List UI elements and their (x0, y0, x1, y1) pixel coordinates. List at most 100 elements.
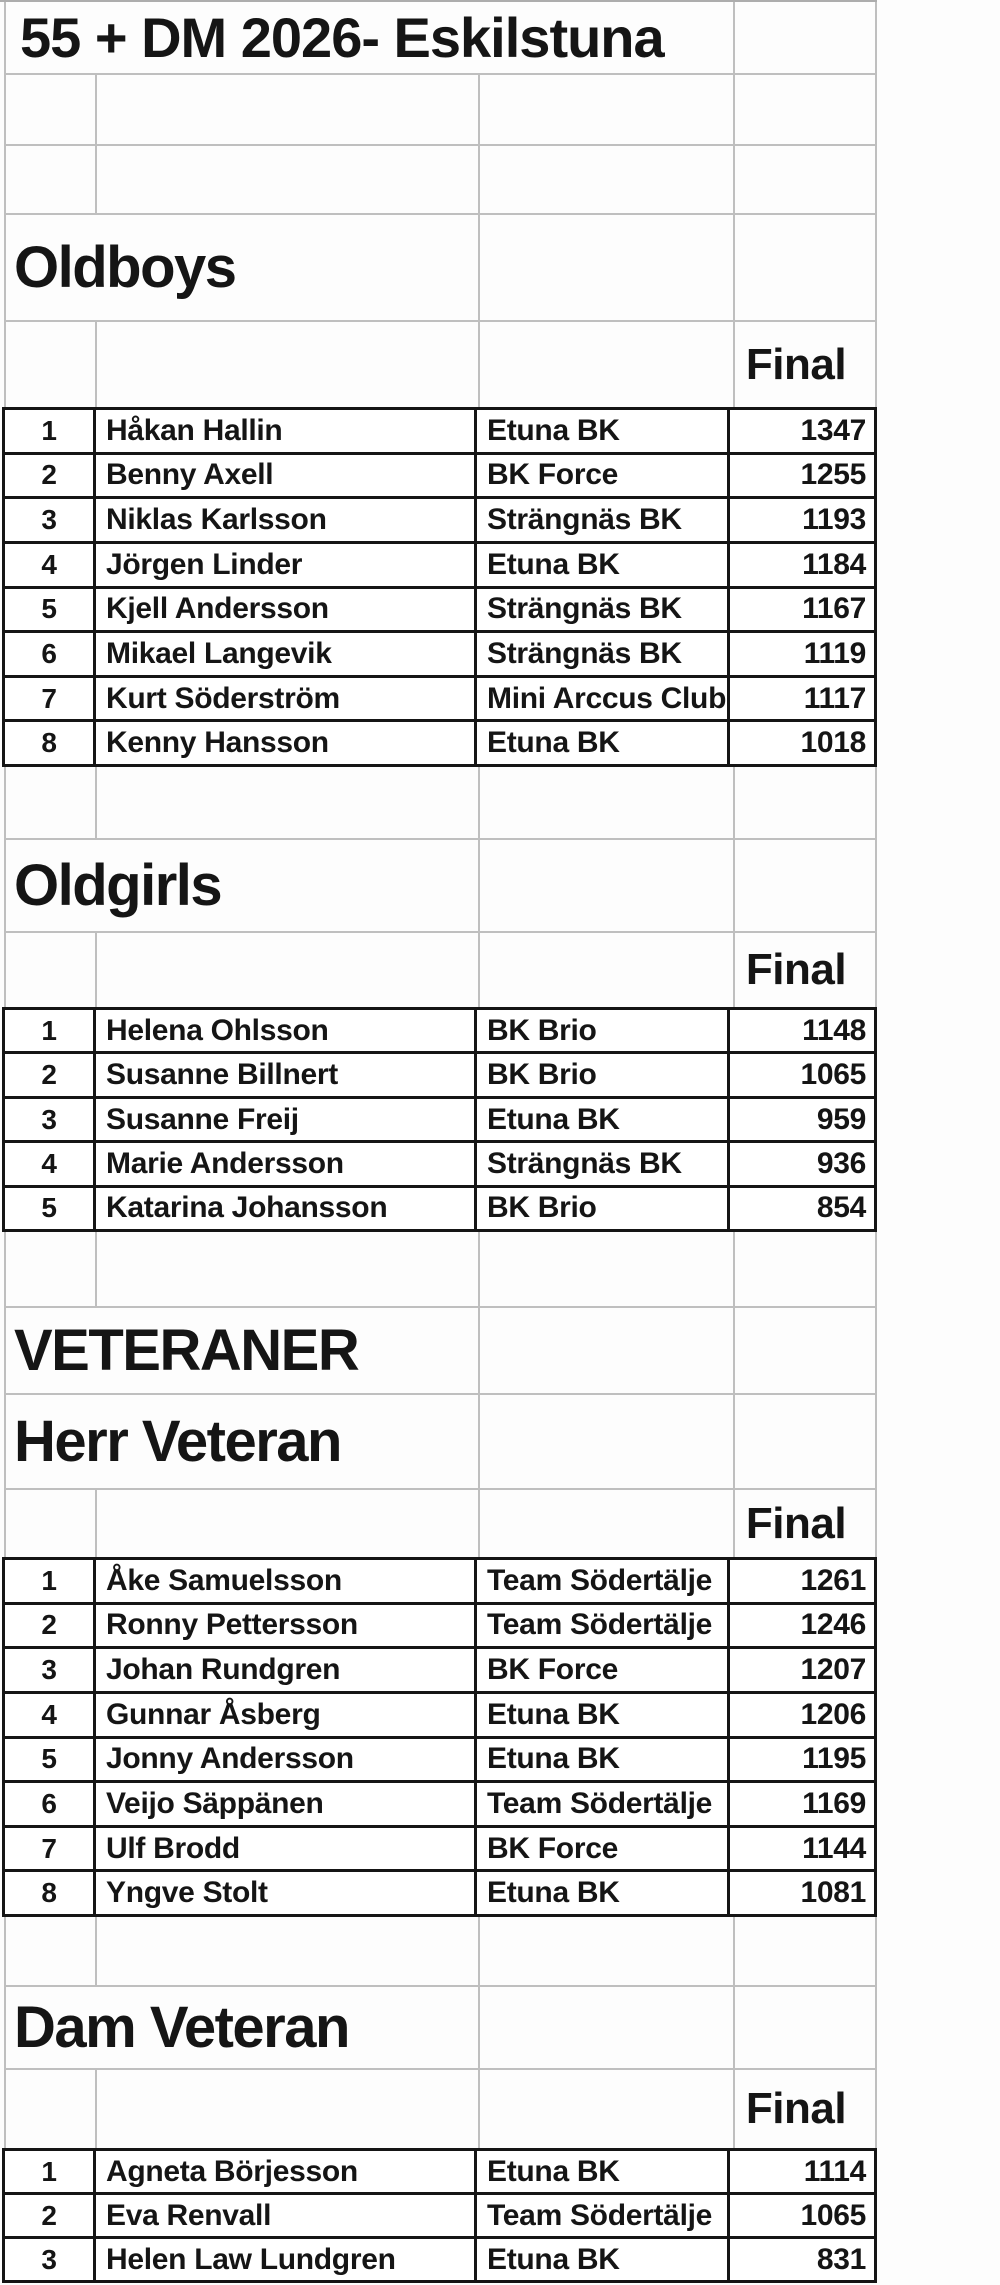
score-cell: 854 (816, 1191, 866, 1225)
empty-cell (4, 1232, 97, 1306)
page-title: 55 + DM 2026- Eskilstuna (4, 2, 735, 73)
table-row: 4 Jörgen Linder Etuna BK 1184 (5, 540, 874, 586)
name-cell: Marie Andersson (96, 1143, 477, 1185)
name-cell: Jörgen Linder (96, 543, 477, 586)
empty-cell (480, 146, 735, 213)
empty-cell (480, 1917, 735, 1985)
name-cell: Benny Axell (96, 454, 477, 497)
club-cell: Etuna BK (477, 1872, 730, 1914)
rank-cell: 4 (5, 543, 96, 586)
empty-cell (735, 1917, 877, 1985)
rank-cell: 2 (5, 1054, 96, 1096)
rank-cell: 3 (5, 1098, 96, 1141)
final-column-header: Final (735, 2070, 877, 2148)
score-cell: 1246 (800, 1608, 866, 1642)
table-row: 2 Eva Renvall Team Södertälje 1065 (5, 2192, 874, 2236)
empty-cell (97, 1490, 480, 1557)
table-row: 7 Ulf Brodd BK Force 1144 (5, 1824, 874, 1870)
table-row: 5 Katarina Johansson BK Brio 854 (5, 1184, 874, 1230)
club-cell: Team Södertälje (477, 1604, 730, 1647)
table-row: 3 Niklas Karlsson Strängnäs BK 1193 (5, 496, 874, 541)
empty-cell (735, 1308, 877, 1393)
name-cell: Katarina Johansson (96, 1187, 477, 1230)
name-cell: Agneta Börjesson (96, 2151, 477, 2192)
table-row: 2 Susanne Billnert BK Brio 1065 (5, 1051, 874, 1096)
empty-cell (4, 322, 97, 407)
rank-cell: 1 (5, 1560, 96, 1602)
club-cell: Strängnäs BK (477, 588, 730, 631)
final-header-row-oldgirls: Final (4, 933, 877, 1007)
empty-cell (97, 75, 480, 144)
empty-cell (735, 1232, 877, 1306)
final-header-row-dam-veteran: Final (4, 2070, 877, 2148)
name-cell: Susanne Freij (96, 1098, 477, 1141)
section-header-oldgirls: Oldgirls (4, 840, 480, 931)
rank-cell: 8 (5, 722, 96, 764)
score-cell: 1261 (800, 1563, 866, 1597)
spacer-row (4, 146, 877, 215)
club-cell: Team Södertälje (477, 1783, 730, 1825)
empty-cell (480, 1987, 735, 2068)
name-cell: Håkan Hallin (96, 410, 477, 452)
score-cell: 1081 (800, 1876, 866, 1910)
empty-cell (735, 2, 877, 73)
empty-cell (97, 146, 480, 213)
club-cell: BK Brio (477, 1187, 730, 1230)
table-row: 1 Håkan Hallin Etuna BK 1347 (5, 410, 874, 452)
final-header-row-herr-veteran: Final (4, 1490, 877, 1557)
table-row: 3 Helen Law Lundgren Etuna BK 831 (5, 2236, 874, 2280)
spacer-row (4, 1232, 877, 1308)
score-cell: 1018 (800, 726, 866, 760)
rank-cell: 5 (5, 588, 96, 631)
rank-cell: 3 (5, 2239, 96, 2280)
club-cell: Mini Arccus Club (477, 677, 730, 720)
name-cell: Mikael Langevik (96, 633, 477, 675)
title-row: 55 + DM 2026- Eskilstuna (4, 2, 877, 75)
rank-cell: 7 (5, 677, 96, 720)
score-cell: 1167 (802, 592, 866, 626)
empty-cell (480, 1308, 735, 1393)
name-cell: Niklas Karlsson (96, 499, 477, 541)
score-cell: 1347 (800, 413, 866, 447)
empty-cell (480, 1232, 735, 1306)
score-cell: 1119 (803, 636, 867, 670)
empty-cell (4, 75, 97, 144)
results-table-herr-veteran: 1 Åke Samuelsson Team Södertälje 1261 2 Ronny… (2, 1557, 877, 1917)
empty-cell (735, 1395, 877, 1488)
empty-cell (480, 1490, 735, 1557)
section-header-row-herr-veteran: Herr Veteran (4, 1395, 877, 1490)
name-cell: Veijo Säppänen (96, 1783, 477, 1825)
club-cell: Etuna BK (477, 2239, 730, 2280)
empty-cell (480, 2070, 735, 2148)
rank-cell: 2 (5, 2195, 96, 2236)
club-cell: Etuna BK (477, 410, 730, 452)
section-header-veteraner: VETERANER (4, 1308, 480, 1393)
club-cell: Etuna BK (477, 2151, 730, 2192)
section-header-row-veteraner: VETERANER (4, 1308, 877, 1395)
score-cell: 959 (816, 1102, 866, 1136)
rank-cell: 3 (5, 1649, 96, 1691)
empty-cell (97, 933, 480, 1007)
score-cell: 936 (816, 1146, 866, 1180)
table-row: 8 Yngve Stolt Etuna BK 1081 (5, 1869, 874, 1914)
section-header-oldboys: Oldboys (4, 215, 480, 320)
table-row: 1 Helena Ohlsson BK Brio 1148 (5, 1010, 874, 1052)
section-header-dam-veteran: Dam Veteran (4, 1987, 480, 2068)
empty-cell (480, 933, 735, 1007)
empty-cell (4, 767, 97, 838)
rank-cell: 2 (5, 454, 96, 497)
club-cell: BK Brio (477, 1010, 730, 1052)
club-cell: BK Brio (477, 1054, 730, 1096)
rank-cell: 6 (5, 633, 96, 675)
empty-cell (480, 215, 735, 320)
empty-cell (735, 146, 877, 213)
rank-cell: 7 (5, 1827, 96, 1870)
name-cell: Helen Law Lundgren (96, 2239, 477, 2280)
rank-cell: 4 (5, 1143, 96, 1185)
name-cell: Yngve Stolt (96, 1872, 477, 1914)
final-column-header: Final (735, 1490, 877, 1557)
empty-cell (480, 1395, 735, 1488)
club-cell: BK Force (477, 1649, 730, 1691)
empty-cell (97, 767, 480, 838)
name-cell: Ulf Brodd (96, 1827, 477, 1870)
